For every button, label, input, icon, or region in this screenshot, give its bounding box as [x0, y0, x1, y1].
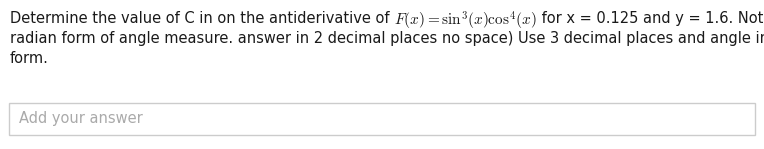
Text: radian form of angle measure. answer in 2 decimal places no space) Use 3 decimal: radian form of angle measure. answer in … — [10, 31, 764, 46]
Text: for x = 0.125 and y = 1.6. Note: (use: for x = 0.125 and y = 1.6. Note: (use — [536, 11, 764, 26]
Text: Determine the value of C in on the antiderivative of: Determine the value of C in on the antid… — [10, 11, 394, 26]
Text: form.: form. — [10, 51, 49, 66]
FancyBboxPatch shape — [9, 103, 755, 135]
Text: Add your answer: Add your answer — [19, 111, 143, 127]
Text: $F(x) = \sin^3\!(x)\cos^4\!(x)$: $F(x) = \sin^3\!(x)\cos^4\!(x)$ — [394, 10, 536, 32]
